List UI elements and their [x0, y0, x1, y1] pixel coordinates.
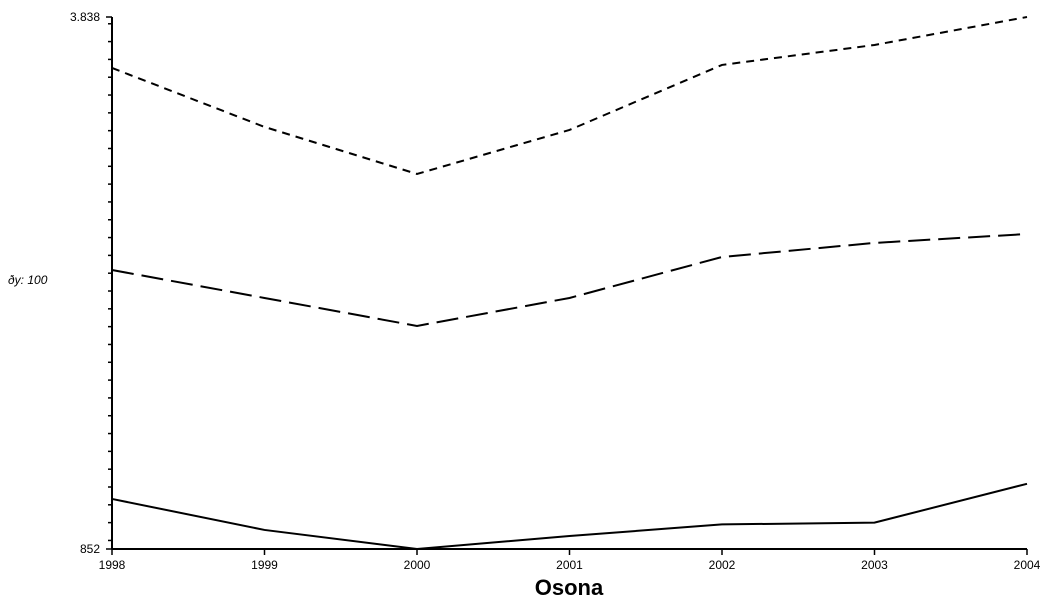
x-tick-label: 1999: [251, 558, 278, 572]
y-tick-label: 852: [80, 542, 100, 556]
x-tick-label: 1998: [99, 558, 126, 572]
x-tick-label: 2004: [1014, 558, 1041, 572]
x-tick-label: 2002: [709, 558, 736, 572]
x-tick-label: 2001: [556, 558, 583, 572]
y-tick-label: 3.838: [70, 10, 100, 24]
y-annotation: ðy: 100: [8, 273, 48, 287]
x-tick-label: 2003: [861, 558, 888, 572]
chart-title: Osona: [535, 575, 604, 600]
line-series: [111, 16, 1028, 176]
line-series: [111, 482, 1028, 551]
x-tick-label: 2000: [404, 558, 431, 572]
line-series: [111, 233, 1028, 327]
